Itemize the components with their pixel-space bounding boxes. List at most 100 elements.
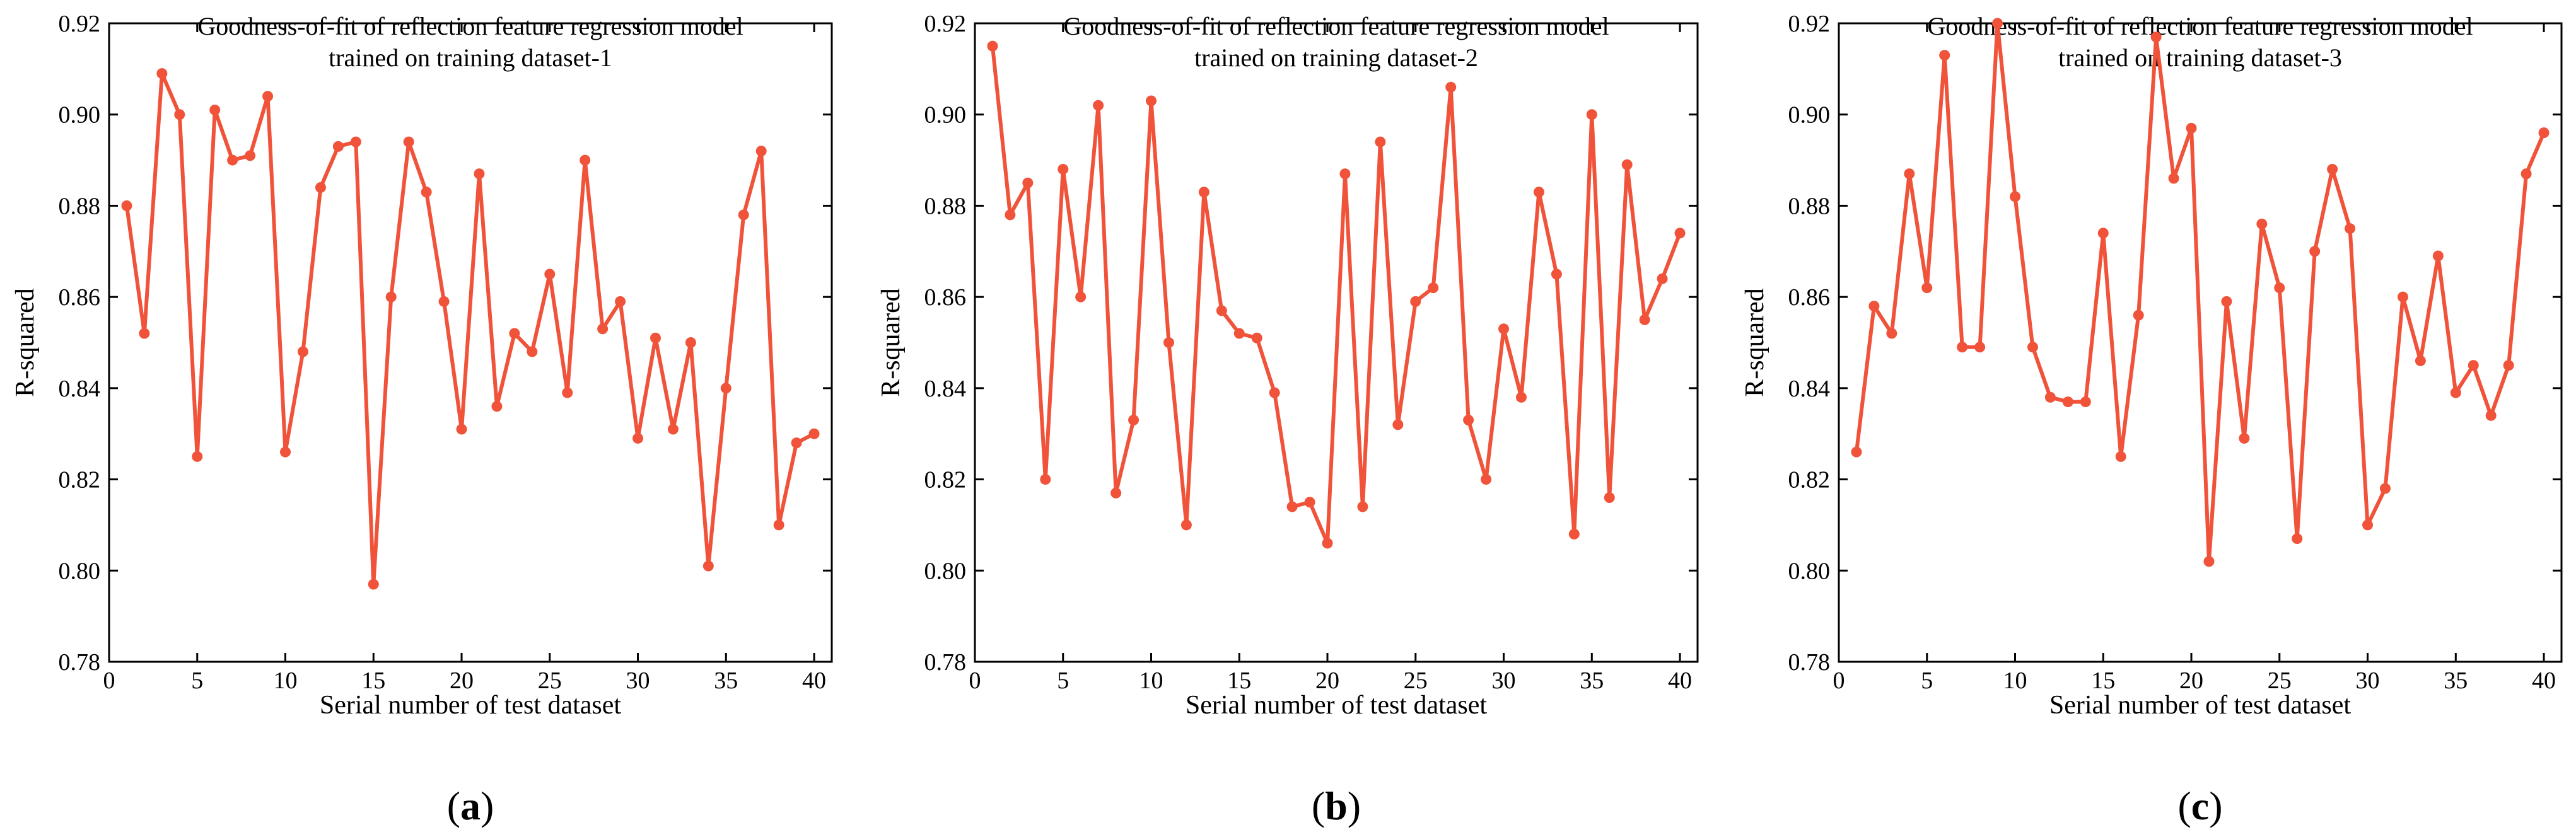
data-point bbox=[509, 328, 520, 339]
data-point bbox=[385, 291, 397, 303]
data-point bbox=[121, 200, 132, 211]
data-point bbox=[2432, 250, 2444, 262]
y-axis-label: R-squared bbox=[1740, 288, 1769, 397]
data-point bbox=[773, 519, 784, 531]
data-point bbox=[562, 387, 573, 398]
data-point bbox=[1498, 323, 1510, 335]
plot-frame bbox=[108, 22, 833, 663]
data-point bbox=[1657, 273, 1668, 284]
data-point bbox=[738, 209, 749, 221]
data-point bbox=[1040, 474, 1051, 485]
data-point bbox=[2362, 519, 2374, 531]
data-point bbox=[1604, 492, 1615, 504]
data-point bbox=[720, 383, 731, 394]
x-tick-label: 0 bbox=[1833, 667, 1845, 694]
data-point bbox=[1216, 305, 1227, 316]
data-point bbox=[808, 428, 820, 439]
data-point bbox=[2203, 556, 2215, 567]
y-tick-label: 0.84 bbox=[1788, 376, 1831, 402]
data-point bbox=[2379, 483, 2391, 494]
x-tick-label: 35 bbox=[2444, 667, 2468, 694]
data-point bbox=[1022, 177, 1034, 188]
y-tick-label: 0.88 bbox=[924, 193, 967, 219]
x-tick-label: 10 bbox=[2003, 667, 2027, 694]
x-tick-label: 30 bbox=[1492, 667, 1516, 694]
y-tick-label: 0.90 bbox=[924, 102, 967, 129]
data-point bbox=[1515, 391, 1527, 403]
data-point bbox=[332, 141, 344, 152]
panel-letter: b bbox=[1325, 783, 1348, 828]
x-tick-label: 40 bbox=[1668, 667, 1692, 694]
plot-frame bbox=[1838, 22, 2563, 663]
x-tick-label: 25 bbox=[2268, 667, 2292, 694]
data-point bbox=[685, 337, 696, 348]
data-point bbox=[2150, 32, 2162, 43]
x-axis-label: Serial number of test dataset bbox=[1186, 691, 1488, 720]
chart-panel-b: Goodness-of-fit of reflection feature re… bbox=[877, 11, 1699, 828]
y-tick-label: 0.92 bbox=[924, 11, 967, 37]
y-tick-label: 0.88 bbox=[59, 193, 101, 219]
data-point bbox=[2168, 173, 2179, 184]
y-tick-label: 0.86 bbox=[924, 284, 967, 311]
x-axis-label: Serial number of test dataset bbox=[2049, 691, 2352, 720]
y-tick-label: 0.86 bbox=[59, 284, 101, 311]
data-point bbox=[2397, 291, 2408, 303]
data-point bbox=[1851, 446, 1862, 458]
x-tick-label: 40 bbox=[2532, 667, 2556, 694]
data-point bbox=[1886, 328, 1897, 339]
y-tick-label: 0.92 bbox=[59, 11, 101, 37]
data-point bbox=[139, 328, 150, 339]
data-point bbox=[1093, 100, 1104, 111]
y-tick-label: 0.84 bbox=[59, 376, 101, 402]
data-point bbox=[1957, 342, 1968, 353]
y-tick-label: 0.88 bbox=[1788, 193, 1831, 219]
data-point bbox=[615, 296, 626, 307]
data-point bbox=[580, 154, 591, 166]
x-tick-label: 10 bbox=[1139, 667, 1163, 694]
chart-panel-c: Goodness-of-fit of reflection feature re… bbox=[1740, 11, 2563, 828]
data-point bbox=[2292, 533, 2303, 545]
x-tick-label: 0 bbox=[103, 667, 115, 694]
data-point bbox=[2468, 360, 2479, 371]
x-axis-label: Serial number of test dataset bbox=[320, 691, 622, 720]
x-tick-label: 40 bbox=[802, 667, 826, 694]
data-point bbox=[1322, 538, 1333, 549]
y-tick-label: 0.92 bbox=[1788, 11, 1831, 37]
data-point bbox=[2027, 342, 2038, 353]
y-axis-label: R-squared bbox=[11, 288, 40, 397]
x-tick-label: 15 bbox=[2091, 667, 2115, 694]
x-tick-label: 15 bbox=[361, 667, 385, 694]
x-tick-label: 30 bbox=[626, 667, 650, 694]
data-point bbox=[1939, 50, 1950, 61]
x-tick-label: 10 bbox=[274, 667, 298, 694]
data-point bbox=[2274, 282, 2285, 294]
data-point bbox=[1357, 501, 1368, 512]
data-point bbox=[1286, 501, 1298, 512]
series-line bbox=[990, 45, 1682, 545]
data-point bbox=[1533, 187, 1544, 198]
data-point bbox=[1375, 136, 1386, 147]
data-point bbox=[1198, 187, 1209, 198]
y-tick-label: 0.80 bbox=[1788, 558, 1831, 584]
x-tick-label: 0 bbox=[969, 667, 981, 694]
x-tick-label: 5 bbox=[1057, 667, 1069, 694]
panel-letter: c bbox=[2191, 783, 2209, 828]
data-point bbox=[2080, 396, 2091, 408]
data-point bbox=[2485, 410, 2497, 421]
y-tick-label: 0.78 bbox=[59, 649, 101, 676]
y-tick-label: 0.78 bbox=[1788, 649, 1831, 676]
data-point bbox=[2115, 451, 2126, 462]
data-point bbox=[632, 432, 644, 444]
data-point bbox=[1621, 159, 1633, 170]
x-tick-label: 15 bbox=[1227, 667, 1251, 694]
data-point bbox=[2309, 246, 2321, 257]
data-point bbox=[527, 346, 538, 357]
data-point bbox=[1639, 314, 1650, 325]
chart-title-line: Goodness-of-fit of reflection feature re… bbox=[1927, 12, 2473, 40]
data-point bbox=[280, 446, 291, 458]
data-point bbox=[438, 296, 450, 307]
data-point bbox=[1586, 109, 1597, 120]
data-point bbox=[650, 332, 661, 343]
data-point bbox=[2521, 168, 2532, 180]
data-point bbox=[2503, 360, 2514, 371]
